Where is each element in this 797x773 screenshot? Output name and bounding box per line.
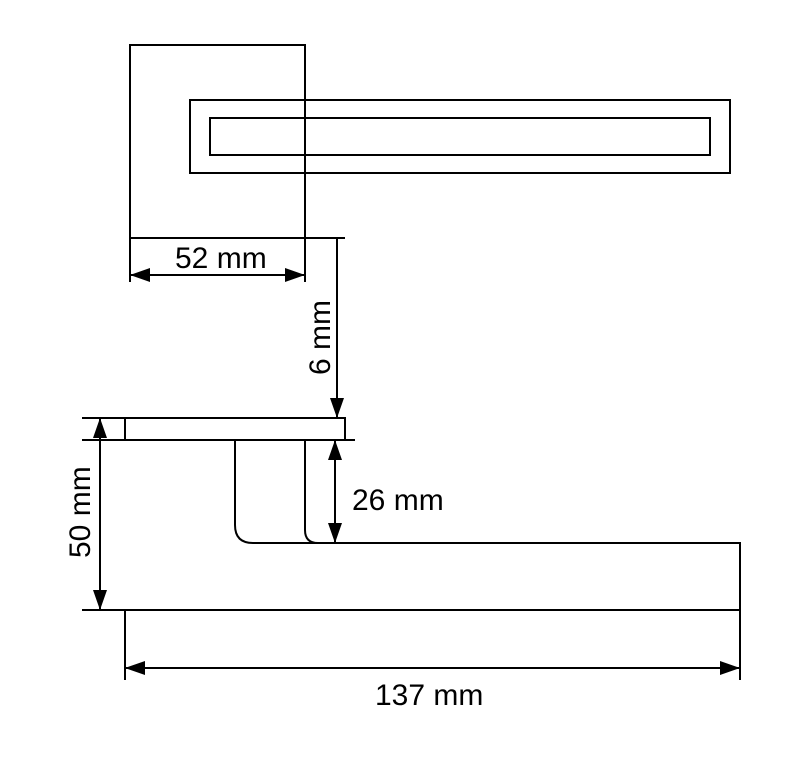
side-stem-right-curve <box>305 530 318 543</box>
dim-26: 26 mm <box>305 440 444 543</box>
dim-52-label: 52 mm <box>175 242 267 275</box>
top-plate <box>130 45 305 238</box>
dim-50: 50 mm <box>64 418 125 610</box>
side-plate <box>125 418 345 440</box>
dim-26-label: 26 mm <box>352 484 444 517</box>
dim-137: 137 mm <box>125 610 740 712</box>
dim-137-label: 137 mm <box>375 679 483 712</box>
dim-52: 52 mm <box>130 238 305 282</box>
side-handle-shape <box>125 440 740 610</box>
technical-drawing: [data-name="side-handle-outline"], [data… <box>0 0 797 773</box>
dim-50-label: 50 mm <box>64 466 97 558</box>
dim-6: 6 mm <box>304 238 345 418</box>
top-handle-outer <box>190 100 730 173</box>
dim-6-label: 6 mm <box>304 300 337 375</box>
top-handle-inner <box>210 118 710 155</box>
